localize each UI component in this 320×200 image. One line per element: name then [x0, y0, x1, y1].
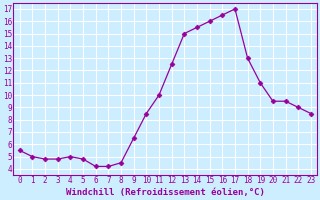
X-axis label: Windchill (Refroidissement éolien,°C): Windchill (Refroidissement éolien,°C) — [66, 188, 265, 197]
